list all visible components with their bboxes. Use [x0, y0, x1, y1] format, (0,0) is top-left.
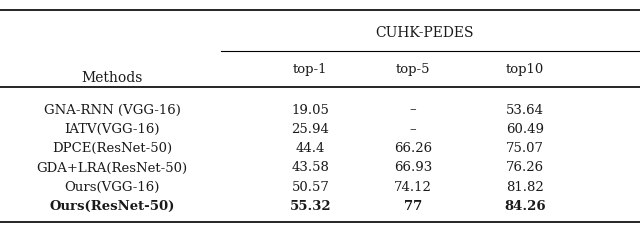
Text: 50.57: 50.57 — [291, 181, 330, 194]
Text: 43.58: 43.58 — [291, 161, 330, 175]
Text: 19.05: 19.05 — [291, 104, 330, 117]
Text: 53.64: 53.64 — [506, 104, 544, 117]
Text: top10: top10 — [506, 63, 544, 76]
Text: Ours(ResNet-50): Ours(ResNet-50) — [49, 200, 175, 213]
Text: 84.26: 84.26 — [504, 200, 546, 213]
Text: 81.82: 81.82 — [506, 181, 543, 194]
Text: top-1: top-1 — [293, 63, 328, 76]
Text: 76.26: 76.26 — [506, 161, 544, 175]
Text: Methods: Methods — [81, 71, 143, 85]
Text: Ours(VGG-16): Ours(VGG-16) — [64, 181, 160, 194]
Text: 66.93: 66.93 — [394, 161, 432, 175]
Text: 60.49: 60.49 — [506, 123, 544, 136]
Text: 66.26: 66.26 — [394, 142, 432, 155]
Text: top-5: top-5 — [396, 63, 430, 76]
Text: DPCE(ResNet-50): DPCE(ResNet-50) — [52, 142, 172, 155]
Text: 25.94: 25.94 — [291, 123, 330, 136]
Text: 75.07: 75.07 — [506, 142, 544, 155]
Text: GNA-RNN (VGG-16): GNA-RNN (VGG-16) — [44, 104, 180, 117]
Text: 77: 77 — [404, 200, 422, 213]
Text: –: – — [410, 123, 416, 136]
Text: IATV(VGG-16): IATV(VGG-16) — [64, 123, 160, 136]
Text: 44.4: 44.4 — [296, 142, 325, 155]
Text: –: – — [410, 104, 416, 117]
Text: GDA+LRA(ResNet-50): GDA+LRA(ResNet-50) — [36, 161, 188, 175]
Text: CUHK-PEDES: CUHK-PEDES — [375, 26, 473, 40]
Text: 55.32: 55.32 — [289, 200, 332, 213]
Text: 74.12: 74.12 — [394, 181, 432, 194]
